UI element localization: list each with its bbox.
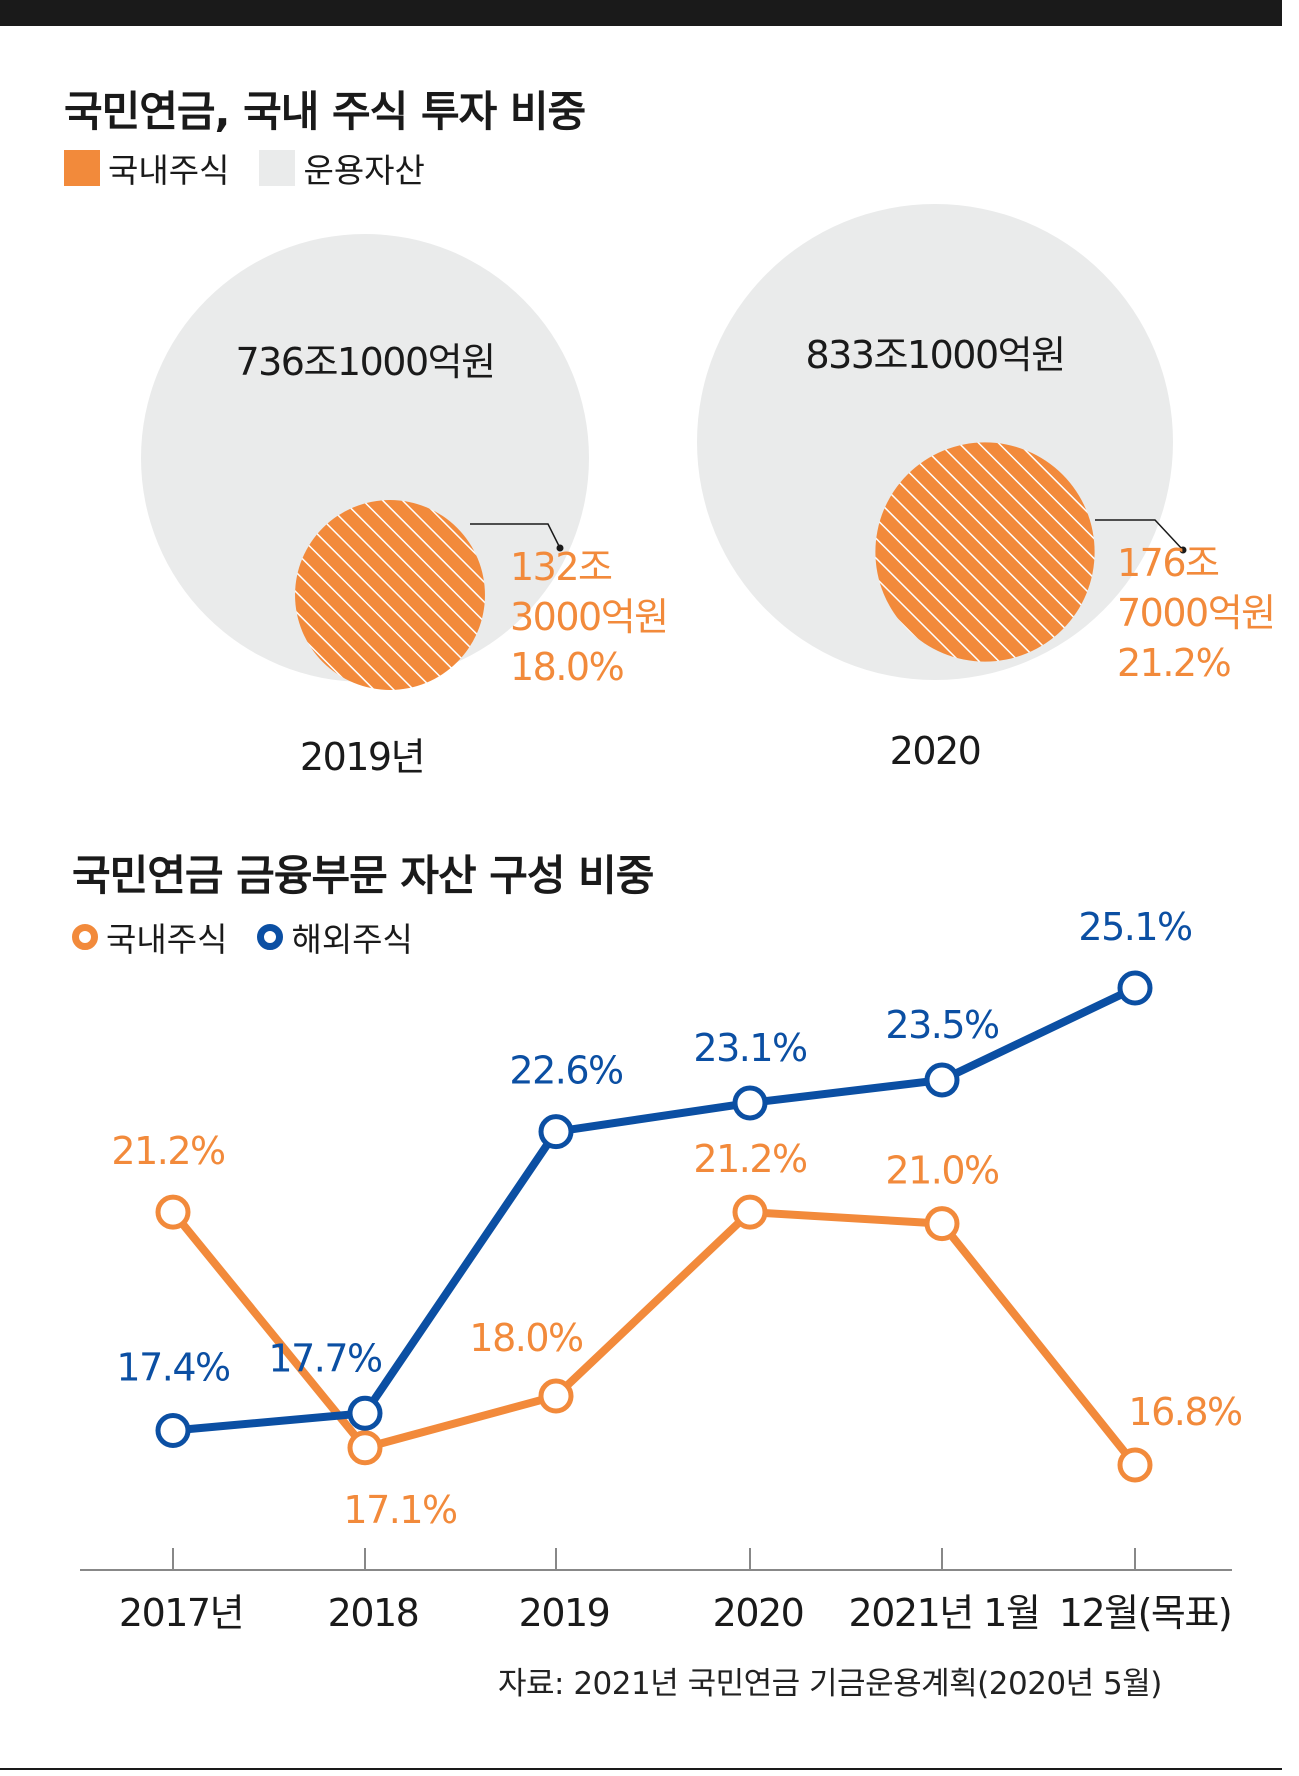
total-assets-label-0: 736조1000억원 bbox=[235, 340, 494, 384]
leader-dot-1 bbox=[1179, 546, 1187, 554]
data-label-domestic-5: 16.8% bbox=[1128, 1390, 1242, 1434]
line-chart-title: 국민연금 금융부문 자산 구성 비중 bbox=[72, 851, 654, 900]
legend-label-overseas-line: 해외주식 bbox=[291, 920, 413, 959]
domestic-label-1-2: 21.2% bbox=[1117, 641, 1231, 685]
series-line-overseas bbox=[172, 984, 1137, 1435]
domestic-stock-circle-1 bbox=[875, 442, 1095, 662]
data-point-overseas-5 bbox=[1117, 970, 1153, 1006]
x-tick-label-5: 12월(목표) bbox=[1059, 1591, 1231, 1635]
data-label-overseas-1: 17.7% bbox=[268, 1336, 382, 1380]
data-point-overseas-1 bbox=[347, 1395, 383, 1431]
year-label-1: 2020 bbox=[890, 729, 981, 773]
top-rule bbox=[0, 0, 1282, 26]
series-line-domestic bbox=[169, 1208, 1139, 1468]
source-note: 자료: 2021년 국민연금 기금운용계획(2020년 5월) bbox=[498, 1666, 1162, 1702]
data-label-domestic-0: 21.2% bbox=[111, 1129, 225, 1173]
domestic-label-0-1: 3000억원 bbox=[510, 595, 668, 639]
x-tick-label-4: 2021년 1월 bbox=[849, 1591, 1040, 1635]
line-legend: 국내주식 해외주식 bbox=[72, 913, 413, 961]
data-point-domestic-0 bbox=[155, 1194, 191, 1230]
domestic-label-0-2: 18.0% bbox=[510, 645, 624, 689]
data-point-domestic-1 bbox=[347, 1430, 383, 1466]
legend-swatch-domestic bbox=[64, 150, 100, 186]
domestic-label-0-0: 132조 bbox=[510, 545, 612, 589]
domestic-stock-circle-0 bbox=[295, 500, 485, 690]
data-point-domestic-4 bbox=[924, 1206, 960, 1242]
data-point-overseas-0 bbox=[155, 1413, 191, 1449]
data-label-domestic-1: 17.1% bbox=[343, 1488, 457, 1532]
x-tick-label-0: 2017년 bbox=[119, 1591, 243, 1635]
x-tick-label-3: 2020 bbox=[713, 1591, 804, 1635]
domestic-label-1-0: 176조 bbox=[1117, 541, 1219, 585]
legend-marker-overseas bbox=[257, 924, 284, 950]
legend-label-domestic: 국내주식 bbox=[108, 151, 230, 190]
legend-item-domestic: 국내주식 bbox=[64, 144, 229, 192]
leader-line-1 bbox=[1095, 519, 1184, 551]
total-assets-label-1: 833조1000억원 bbox=[805, 333, 1064, 377]
data-label-overseas-4: 23.5% bbox=[885, 1003, 999, 1047]
year-label-0: 2019년 bbox=[300, 735, 424, 779]
data-point-domestic-3 bbox=[732, 1194, 768, 1230]
data-point-overseas-3 bbox=[732, 1085, 768, 1121]
legend-marker-domestic bbox=[72, 924, 98, 950]
data-label-overseas-5: 25.1% bbox=[1078, 905, 1192, 949]
legend-swatch-assets bbox=[259, 150, 296, 186]
x-tick-label-1: 2018 bbox=[328, 1591, 419, 1635]
legend-item-overseas-line: 해외주식 bbox=[257, 913, 413, 961]
data-point-domestic-5 bbox=[1117, 1447, 1153, 1483]
legend-label-assets: 운용자산 bbox=[303, 151, 425, 190]
bubble-chart: 736조1000억원 2019년 132조 3000억원 18.0% 833조1000억원… bbox=[141, 204, 1276, 779]
data-label-overseas-0: 17.4% bbox=[116, 1346, 230, 1390]
data-point-overseas-2 bbox=[538, 1114, 574, 1150]
data-point-overseas-4 bbox=[924, 1062, 960, 1098]
leader-dot-0 bbox=[556, 544, 564, 552]
data-label-domestic-2: 18.0% bbox=[469, 1316, 583, 1360]
bubble-legend: 국내주식 운용자산 bbox=[64, 144, 425, 192]
legend-item-assets: 운용자산 bbox=[259, 144, 425, 192]
data-label-domestic-4: 21.0% bbox=[885, 1149, 999, 1193]
legend-item-domestic-line: 국내주식 bbox=[72, 913, 227, 961]
bottom-rule bbox=[0, 1768, 1282, 1770]
data-point-domestic-2 bbox=[538, 1378, 574, 1414]
leader-line-0 bbox=[470, 523, 561, 549]
data-label-overseas-3: 23.1% bbox=[693, 1026, 807, 1070]
x-tick-label-2: 2019 bbox=[519, 1591, 610, 1635]
domestic-label-1-1: 7000억원 bbox=[1117, 591, 1275, 635]
legend-label-domestic-line: 국내주식 bbox=[106, 920, 228, 959]
data-label-domestic-3: 21.2% bbox=[693, 1137, 807, 1181]
bubble-chart-title: 국민연금, 국내 주식 투자 비중 bbox=[64, 87, 586, 136]
data-label-overseas-2: 22.6% bbox=[509, 1049, 623, 1093]
